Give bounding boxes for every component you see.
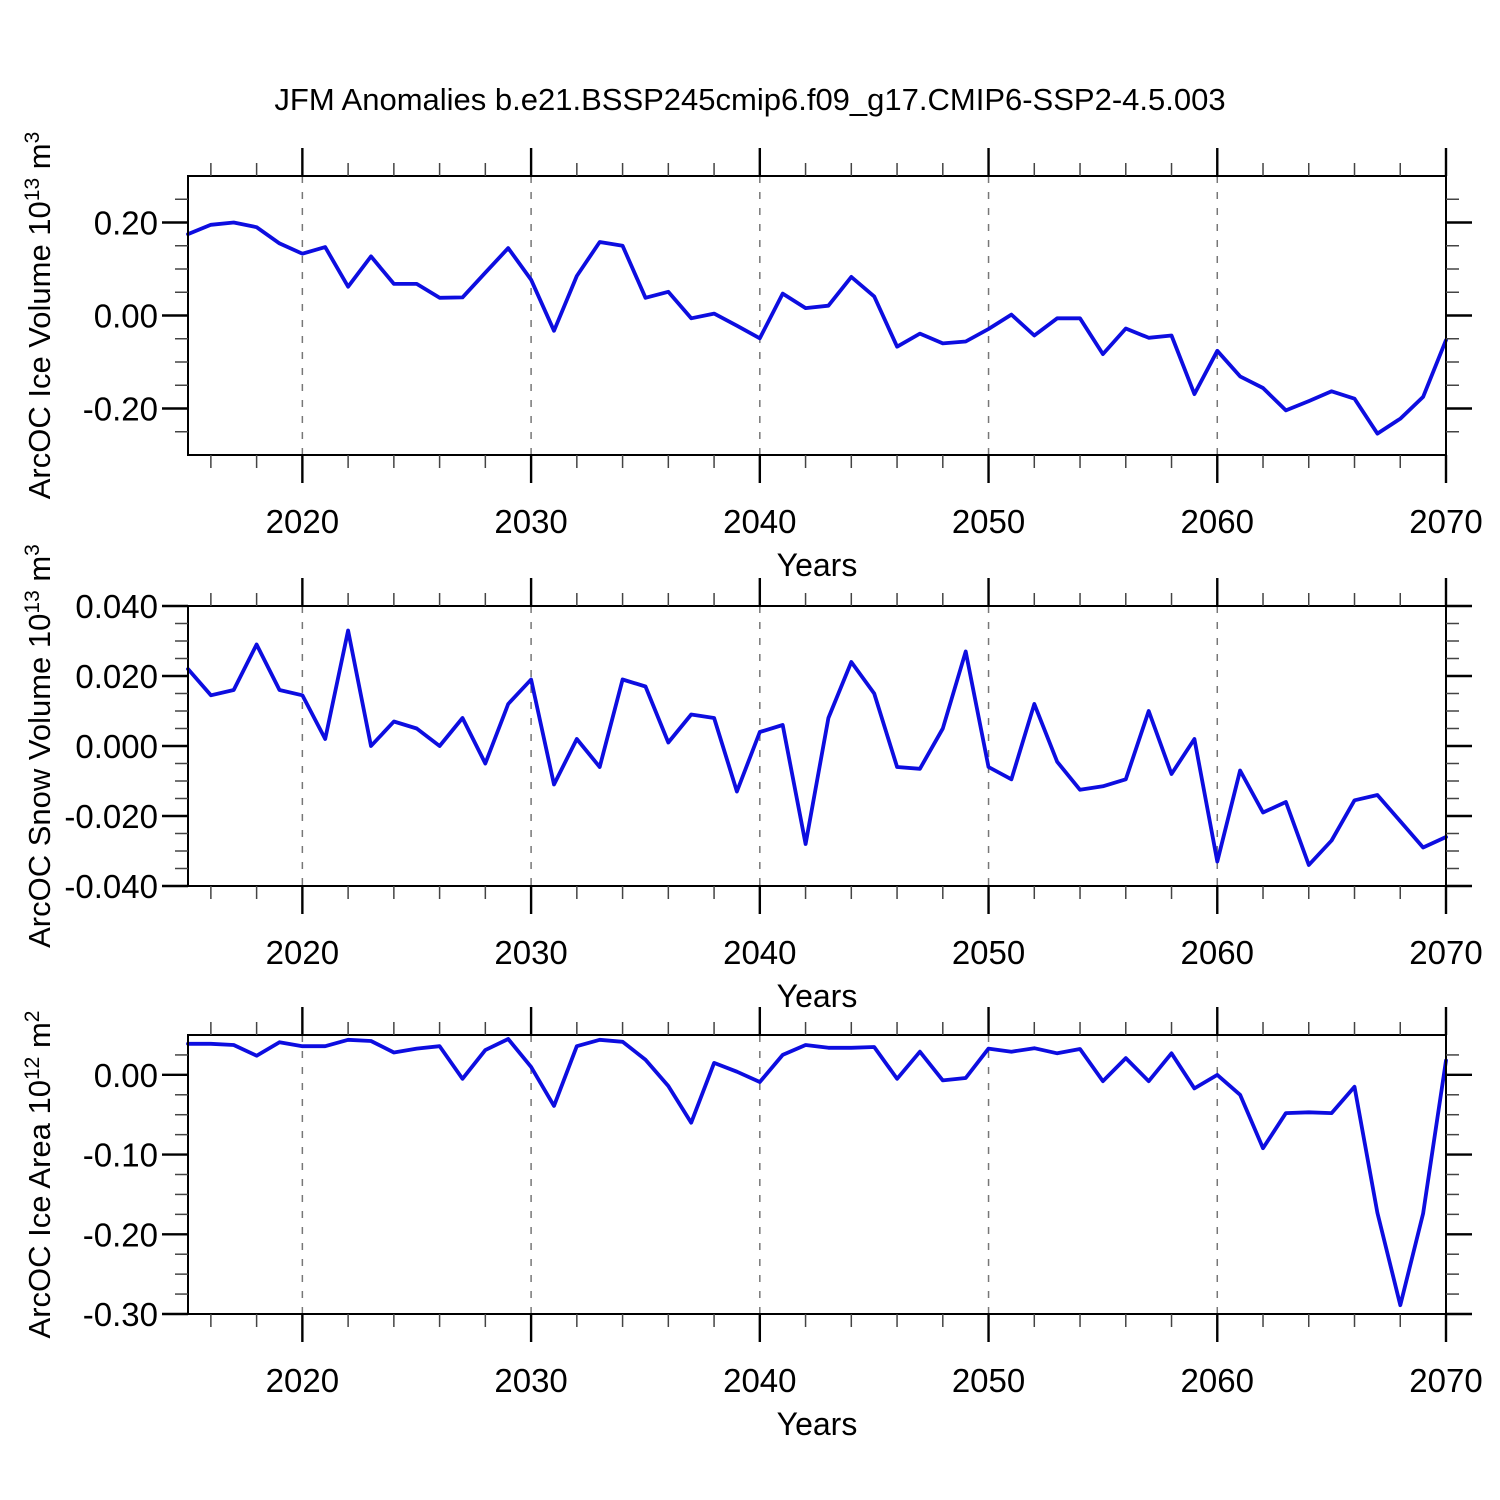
x-tick-label: 2020 xyxy=(266,503,339,540)
x-tick-label: 2070 xyxy=(1409,503,1482,540)
x-tick-label: 2050 xyxy=(952,934,1025,971)
x-axis-title: Years xyxy=(777,1406,858,1442)
x-tick-label: 2030 xyxy=(494,1362,567,1399)
panel-ice-volume: 2020 2030 2040 2050 2060 2070 0.20 0.00 -0.20 Yea… xyxy=(21,132,1483,583)
data-line-snow-volume xyxy=(186,628,1448,867)
y-axis-title-text: m xyxy=(22,1022,57,1056)
x-tick-label: 2020 xyxy=(266,934,339,971)
y-tick-label: 0.00 xyxy=(94,298,158,335)
y-axis-title-superscript: 3 xyxy=(21,544,44,556)
y-tick-label: 0.20 xyxy=(94,205,158,242)
y-axis-title-superscript: 12 xyxy=(21,1057,44,1080)
data-line-ice-area xyxy=(186,1037,1448,1308)
x-tick-label: 2040 xyxy=(723,503,796,540)
y-axis-title-superscript: 3 xyxy=(21,132,44,144)
y-tick-label: 0.040 xyxy=(75,588,158,625)
y-axis-title-superscript: 13 xyxy=(21,178,44,201)
panel-ice-area: 2020 2030 2040 2050 2060 2070 0.00 -0.10 -0.20 -0… xyxy=(21,1007,1483,1442)
y-axis-title-text: m xyxy=(22,143,57,177)
y-axis-title-text: ArcOC Snow Volume 10 xyxy=(22,614,57,948)
x-tick-label: 2060 xyxy=(1181,503,1254,540)
x-tick-label: 2050 xyxy=(952,503,1025,540)
x-tick-label: 2070 xyxy=(1409,934,1482,971)
x-axis-title: Years xyxy=(777,978,858,1014)
y-tick-label: -0.20 xyxy=(83,391,158,428)
y-tick-label: -0.040 xyxy=(64,868,158,905)
y-tick-label: 0.00 xyxy=(94,1057,158,1094)
x-tick-label: 2060 xyxy=(1181,1362,1254,1399)
y-axis-title-text: ArcOC Ice Area 10 xyxy=(22,1080,57,1338)
y-tick-label: -0.020 xyxy=(64,798,158,835)
chart-title: JFM Anomalies b.e21.BSSP245cmip6.f09_g17… xyxy=(274,82,1226,117)
y-axis-title-text: m xyxy=(22,556,57,590)
x-tick-label: 2050 xyxy=(952,1362,1025,1399)
y-tick-label: 0.020 xyxy=(75,658,158,695)
y-axis-title-text: ArcOC Ice Volume 10 xyxy=(22,201,57,499)
y-tick-label: -0.10 xyxy=(83,1137,158,1174)
x-axis-title: Years xyxy=(777,547,858,583)
x-tick-label: 2040 xyxy=(723,934,796,971)
x-tick-label: 2070 xyxy=(1409,1362,1482,1399)
y-axis-title: ArcOC Ice Area 1012 m2 xyxy=(21,1011,57,1339)
x-tick-label: 2030 xyxy=(494,934,567,971)
panel-snow-volume: 2020 2030 2040 2050 2060 2070 0.040 0.020 0.000 -… xyxy=(21,544,1483,1014)
x-tick-label: 2030 xyxy=(494,503,567,540)
plot-frame xyxy=(187,175,1447,456)
y-axis-title-superscript: 13 xyxy=(21,590,44,613)
x-tick-label: 2040 xyxy=(723,1362,796,1399)
y-tick-label: -0.30 xyxy=(83,1296,158,1333)
y-tick-label: -0.20 xyxy=(83,1216,158,1253)
plot-frame xyxy=(187,605,1447,887)
y-axis-title: ArcOC Snow Volume 1013 m3 xyxy=(21,544,57,948)
data-line-ice-volume xyxy=(186,220,1448,436)
y-axis-title: ArcOC Ice Volume 1013 m3 xyxy=(21,132,57,500)
y-axis-title-superscript: 2 xyxy=(21,1011,44,1023)
plot-frame xyxy=(187,1034,1447,1315)
x-tick-label: 2060 xyxy=(1181,934,1254,971)
y-tick-label: 0.000 xyxy=(75,728,158,765)
x-tick-label: 2020 xyxy=(266,1362,339,1399)
